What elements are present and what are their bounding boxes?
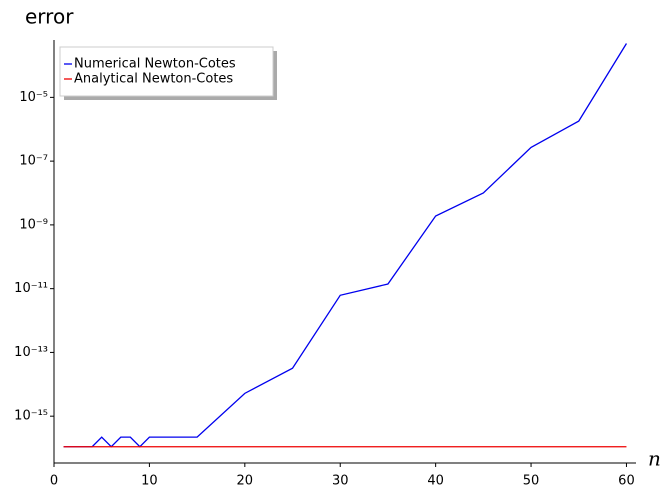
x-tick-label: 30 (332, 474, 349, 489)
y-tick-label: 10⁻¹¹ (14, 281, 48, 296)
x-tick-label: 10 (141, 474, 158, 489)
y-tick-label: 10⁻⁷ (19, 154, 48, 169)
x-tick-label: 60 (618, 474, 635, 489)
x-axis-label: n (648, 447, 661, 471)
series-line (63, 43, 628, 448)
x-tick-label: 0 (50, 474, 58, 489)
y-tick-label: 10⁻⁵ (19, 90, 48, 105)
legend-label: Analytical Newton-Cotes (74, 72, 233, 87)
y-axis-label: error (25, 5, 74, 29)
x-tick-label: 50 (523, 474, 540, 489)
x-tick-label: 20 (237, 474, 254, 489)
legend-label: Numerical Newton-Cotes (74, 57, 236, 72)
legend-box (59, 46, 274, 97)
y-tick-label: 10⁻¹³ (14, 345, 48, 360)
y-tick-label: 10⁻⁹ (19, 217, 48, 232)
y-tick-label: 10⁻¹⁵ (14, 409, 48, 424)
x-tick-label: 40 (427, 474, 444, 489)
